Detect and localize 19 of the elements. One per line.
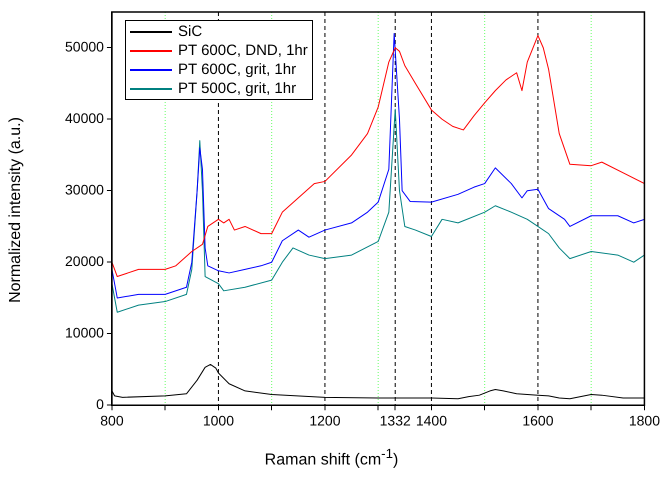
legend-label: PT 600C, grit, 1hr [178,60,296,79]
x-tick-label: 1800 [628,412,660,428]
y-tick-label: 10000 [64,324,104,341]
y-axis-title: Normalized intensity (a.u.) [7,117,25,303]
y-tick-label: 20000 [64,253,104,270]
x-tick-label: 1000 [202,412,234,428]
y-tick-label: 50000 [64,38,104,55]
x-tick-label: 1400 [416,412,448,428]
y-tick-label: 30000 [64,182,104,198]
y-tick-label: 0 [96,396,104,412]
x-tick-label: 1200 [309,412,341,428]
x-tick-label: 800 [100,412,124,428]
y-tick-label: 40000 [64,110,104,126]
x-tick-label: 1332 [380,412,411,428]
legend-label: PT 500C, grit, 1hr [178,79,296,98]
legend-label: PT 600C, DND, 1hr [178,41,308,60]
legend-label: SiC [178,22,202,41]
x-axis-title: Raman shift (cm$^{-1}$) [264,446,400,469]
x-tick-label: 1600 [522,412,554,428]
